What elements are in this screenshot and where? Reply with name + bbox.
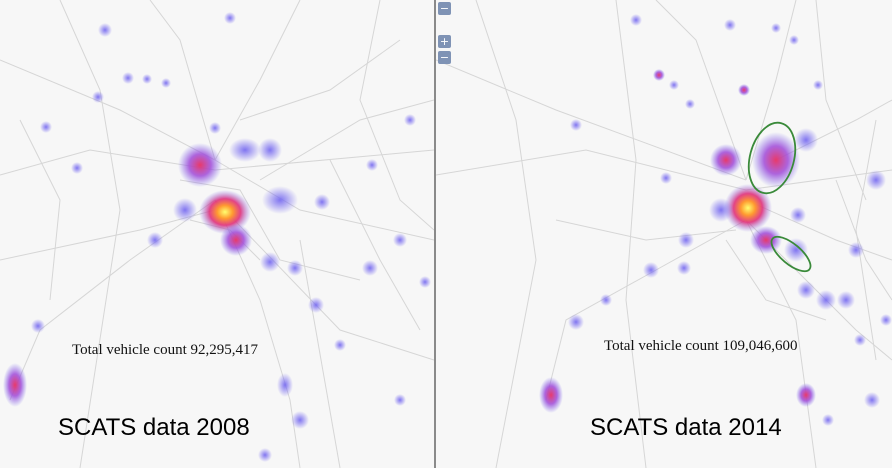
heatmap-2008[interactable] bbox=[0, 0, 434, 468]
heatmap-2014[interactable] bbox=[436, 0, 892, 468]
road-network bbox=[0, 0, 434, 468]
panel-divider bbox=[434, 0, 436, 468]
zoom-in-button[interactable]: + bbox=[438, 35, 451, 48]
highlight-ellipse-north bbox=[747, 121, 797, 195]
highlight-ellipse-east bbox=[770, 235, 812, 273]
collapse-button[interactable]: − bbox=[438, 2, 451, 15]
highlight-ellipses bbox=[747, 121, 812, 273]
caption-2008: SCATS data 2008 bbox=[58, 414, 250, 441]
heat-blobs-2008 bbox=[3, 12, 431, 462]
vehicle-count-label-2008: Total vehicle count 92,295,417 bbox=[72, 342, 258, 358]
zoom-out-button[interactable]: − bbox=[438, 51, 451, 64]
vehicle-count-label-2014: Total vehicle count 109,046,600 bbox=[604, 338, 798, 354]
road-network bbox=[436, 0, 892, 468]
map-panel-2008[interactable]: Total vehicle count 92,295,417 SCATS dat… bbox=[0, 0, 434, 468]
caption-2014: SCATS data 2014 bbox=[590, 414, 782, 441]
heat-blobs-2014 bbox=[539, 14, 892, 426]
map-panel-2014[interactable]: − + − Total vehicle count 109,046,600 SC… bbox=[436, 0, 892, 468]
